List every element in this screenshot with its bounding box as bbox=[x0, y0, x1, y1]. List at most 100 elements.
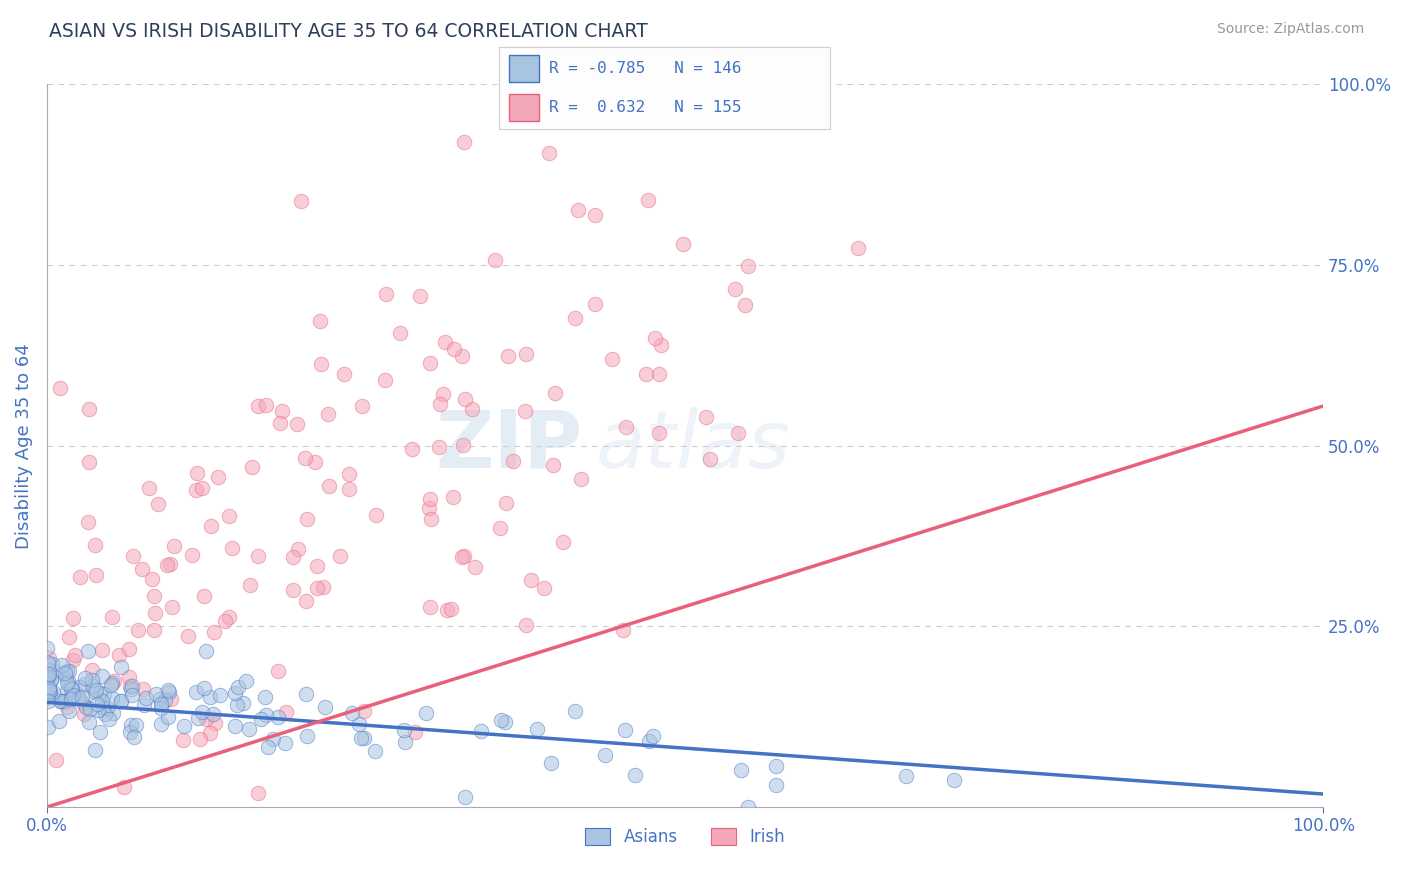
Point bbox=[307, 559, 329, 574]
Point bbox=[297, 729, 319, 743]
Point bbox=[453, 549, 475, 563]
Point bbox=[450, 349, 472, 363]
Point bbox=[194, 644, 217, 658]
Point bbox=[340, 706, 363, 720]
Point bbox=[612, 623, 634, 637]
Point bbox=[436, 603, 458, 617]
Point bbox=[38, 681, 60, 696]
Point bbox=[38, 689, 60, 703]
Point bbox=[39, 689, 62, 703]
Point bbox=[150, 700, 173, 714]
Point bbox=[58, 704, 80, 718]
Point bbox=[60, 681, 83, 696]
Point bbox=[39, 672, 62, 686]
Point bbox=[121, 688, 143, 702]
Point bbox=[110, 660, 132, 674]
Point bbox=[138, 481, 160, 495]
Point bbox=[160, 692, 183, 706]
Legend: Asians, Irish: Asians, Irish bbox=[578, 822, 792, 853]
Point bbox=[51, 657, 73, 672]
Point bbox=[187, 711, 209, 725]
Point bbox=[120, 681, 142, 696]
Point bbox=[207, 469, 229, 483]
Point bbox=[290, 194, 312, 209]
Point bbox=[63, 648, 86, 663]
Point bbox=[58, 664, 80, 678]
Point bbox=[648, 367, 671, 381]
Point bbox=[221, 541, 243, 556]
Point bbox=[82, 679, 104, 693]
Point bbox=[240, 459, 263, 474]
Point bbox=[150, 697, 173, 711]
Point bbox=[143, 589, 166, 603]
Point bbox=[55, 669, 77, 683]
Point bbox=[35, 665, 58, 680]
Point bbox=[309, 357, 332, 371]
Point bbox=[461, 401, 484, 416]
Point bbox=[638, 734, 661, 748]
Point bbox=[312, 580, 335, 594]
Point bbox=[224, 685, 246, 699]
Point bbox=[564, 704, 586, 718]
Point bbox=[337, 482, 360, 496]
Point bbox=[375, 287, 398, 301]
Point bbox=[337, 467, 360, 482]
Y-axis label: Disability Age 35 to 64: Disability Age 35 to 64 bbox=[15, 343, 32, 549]
Point bbox=[48, 694, 70, 708]
Point bbox=[648, 426, 671, 441]
Point bbox=[118, 641, 141, 656]
Point bbox=[294, 451, 316, 466]
Point bbox=[540, 756, 562, 770]
Point bbox=[623, 768, 645, 782]
Point bbox=[470, 723, 492, 738]
Point bbox=[600, 352, 623, 367]
Point bbox=[538, 146, 561, 161]
Point bbox=[544, 385, 567, 400]
Point bbox=[89, 724, 111, 739]
Point bbox=[613, 723, 636, 737]
Point bbox=[418, 500, 440, 515]
Point bbox=[83, 537, 105, 551]
Point bbox=[364, 744, 387, 758]
Point bbox=[67, 690, 90, 705]
Point bbox=[415, 706, 437, 721]
Point bbox=[193, 590, 215, 604]
Point bbox=[637, 194, 659, 208]
Point bbox=[247, 549, 270, 564]
Point bbox=[283, 583, 305, 598]
Point bbox=[184, 483, 207, 497]
Point bbox=[37, 669, 59, 683]
Point bbox=[62, 610, 84, 624]
Point bbox=[35, 689, 58, 703]
Point bbox=[86, 703, 108, 717]
Point bbox=[295, 511, 318, 525]
Point bbox=[440, 602, 463, 616]
Point bbox=[38, 651, 60, 665]
Point bbox=[72, 690, 94, 704]
Point bbox=[494, 715, 516, 730]
Point bbox=[55, 683, 77, 698]
Point bbox=[38, 669, 60, 683]
Point bbox=[737, 800, 759, 814]
Point bbox=[942, 773, 965, 788]
Point bbox=[75, 700, 97, 714]
Point bbox=[333, 368, 356, 382]
Point bbox=[724, 282, 747, 296]
Point bbox=[191, 705, 214, 719]
Point bbox=[96, 701, 118, 715]
Point bbox=[100, 678, 122, 692]
Point bbox=[56, 664, 79, 678]
Point bbox=[60, 690, 83, 705]
Point bbox=[156, 682, 179, 697]
Point bbox=[77, 644, 100, 658]
Point bbox=[394, 735, 416, 749]
Point bbox=[101, 706, 124, 720]
Point bbox=[198, 725, 221, 739]
Point bbox=[214, 614, 236, 628]
Point bbox=[141, 573, 163, 587]
Point bbox=[181, 548, 204, 562]
Point bbox=[42, 664, 65, 678]
Point bbox=[146, 497, 169, 511]
Point bbox=[309, 313, 332, 327]
Bar bbox=[509, 94, 538, 121]
